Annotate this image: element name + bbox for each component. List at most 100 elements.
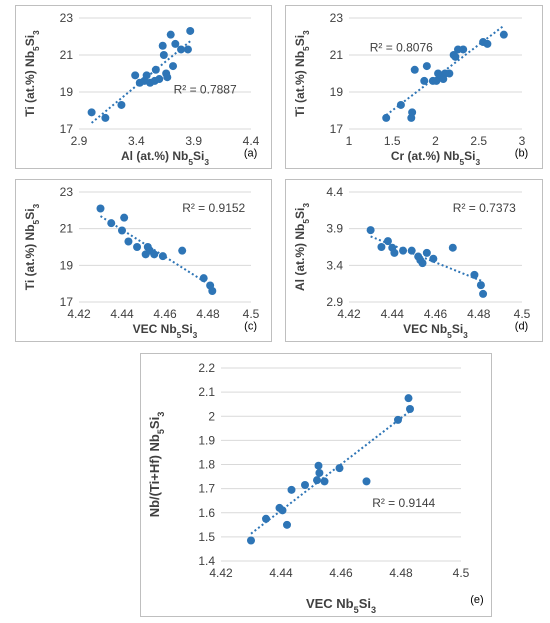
r-squared-label: R² = 0.7887: [174, 82, 237, 96]
data-point: [117, 100, 126, 109]
data-point: [407, 246, 416, 255]
x-tick-label: 4.44: [269, 566, 293, 580]
x-tick-label: 4.48: [389, 566, 413, 580]
r-squared-label: R² = 0.9144: [372, 496, 435, 510]
y-tick-label: 1.6: [198, 506, 215, 520]
data-point: [429, 254, 438, 263]
data-point: [335, 464, 344, 473]
data-point: [362, 477, 371, 486]
y-tick-label: 2: [208, 409, 215, 423]
data-point: [159, 51, 168, 59]
y-tick-label: 23: [60, 185, 74, 199]
data-point: [107, 219, 116, 228]
y-tick-label: 17: [60, 295, 74, 309]
x-axis-title: Cr (at.%) Nb5Si3: [391, 149, 481, 167]
x-tick-label: 4.48: [196, 307, 220, 321]
y-tick-label: 23: [330, 11, 344, 25]
data-point: [408, 108, 417, 117]
data-point: [155, 75, 164, 84]
panel-label: (c): [244, 321, 257, 333]
r-squared-label: R² = 0.7373: [453, 201, 516, 215]
x-tick-label: 3: [519, 134, 526, 148]
data-point: [208, 287, 217, 295]
data-point: [448, 243, 457, 252]
data-point: [150, 250, 159, 259]
data-point: [404, 394, 413, 403]
data-point: [476, 281, 485, 290]
data-point: [142, 71, 151, 80]
data-point: [499, 30, 508, 39]
data-point: [287, 485, 296, 494]
x-axis-title: VEC Nb5Si3: [133, 322, 198, 340]
r-squared-label: R² = 0.8076: [370, 40, 433, 54]
data-point: [177, 45, 186, 54]
x-tick-label: 1: [346, 134, 353, 148]
data-point: [96, 204, 105, 213]
data-point: [422, 248, 431, 257]
data-point: [445, 69, 454, 78]
data-point: [101, 113, 110, 122]
x-tick-label: 3.4: [128, 134, 145, 148]
y-tick-label: 1.7: [198, 482, 215, 496]
x-tick-label: 4.44: [381, 307, 405, 321]
data-point: [451, 52, 460, 61]
data-point: [479, 289, 488, 298]
data-point: [396, 100, 405, 109]
data-point: [432, 76, 441, 85]
x-tick-label: 4.5: [243, 307, 260, 321]
y-tick-label: 21: [60, 222, 74, 236]
data-point: [158, 41, 167, 50]
data-point: [314, 461, 323, 470]
data-point: [169, 62, 178, 71]
data-point: [171, 39, 180, 48]
data-point: [186, 26, 195, 35]
data-point: [199, 274, 208, 283]
x-axis-title: VEC Nb5Si3: [306, 596, 376, 615]
y-tick-label: 3.9: [326, 222, 343, 236]
data-point: [366, 226, 375, 235]
panel-a: 17 19 21 23 2.9 3.4 3.9 4.4 R² = 0.7887 Al (at.%)…: [15, 5, 272, 169]
x-tick-label: 4.46: [153, 307, 177, 321]
x-tick-label: 4.46: [424, 307, 448, 321]
y-tick-label: 19: [60, 258, 74, 272]
panel-b: 17 19 21 23 1 1.5 2 2.5 3 R² = 0.8076 Cr (at.%) Nb…: [285, 5, 543, 169]
data-point: [166, 30, 175, 39]
x-tick-label: 4.46: [329, 566, 353, 580]
data-point: [394, 415, 402, 424]
data-point: [158, 252, 167, 261]
y-tick-label: 1.4: [198, 554, 215, 568]
y-tick-label: 4.4: [326, 185, 343, 199]
data-point: [420, 76, 429, 85]
x-tick-label: 4.42: [209, 566, 233, 580]
data-point: [320, 477, 329, 486]
y-tick-label: 19: [60, 85, 74, 99]
data-point: [418, 259, 427, 268]
panel-label: (a): [244, 148, 257, 160]
y-tick-label: 23: [60, 11, 74, 25]
x-tick-label: 3.9: [185, 134, 202, 148]
trendline: [250, 410, 411, 535]
data-point: [151, 65, 160, 74]
data-point: [163, 73, 172, 82]
x-tick-label: 2.9: [71, 134, 88, 148]
chart-c: 17 19 21 23 4.42 4.44 4.46 4.48 4.5 R² = 0.9152 VE…: [23, 185, 260, 340]
data-point: [483, 39, 492, 48]
data-point: [406, 405, 414, 414]
data-point: [410, 65, 419, 74]
data-point: [382, 113, 391, 122]
panel-c: 17 19 21 23 4.42 4.44 4.46 4.48 4.5 R² = 0.9152 VE…: [15, 179, 272, 342]
data-point: [118, 226, 126, 235]
chart-e: 1.4 1.5 1.6 1.7 1.8 1.9 2 2.1 2.2 4.42 4.44 4.46 4.4…: [147, 361, 484, 615]
y-tick-label: 2.2: [198, 361, 215, 375]
data-point: [278, 506, 287, 515]
panel-d: 2.9 3.4 3.9 4.4 4.42 4.44 4.46 4.48 4.5 R² = 0.73…: [285, 179, 543, 342]
y-tick-label: 21: [330, 48, 344, 62]
y-tick-label: 2.1: [198, 385, 215, 399]
x-tick-label: 4.48: [467, 307, 491, 321]
data-point: [390, 248, 399, 257]
data-point: [124, 237, 133, 246]
chart-a: 17 19 21 23 2.9 3.4 3.9 4.4 R² = 0.7887 Al (at.%)…: [23, 11, 260, 167]
data-point: [120, 213, 129, 222]
y-tick-label: 2.9: [326, 295, 343, 309]
data-point: [262, 514, 270, 523]
